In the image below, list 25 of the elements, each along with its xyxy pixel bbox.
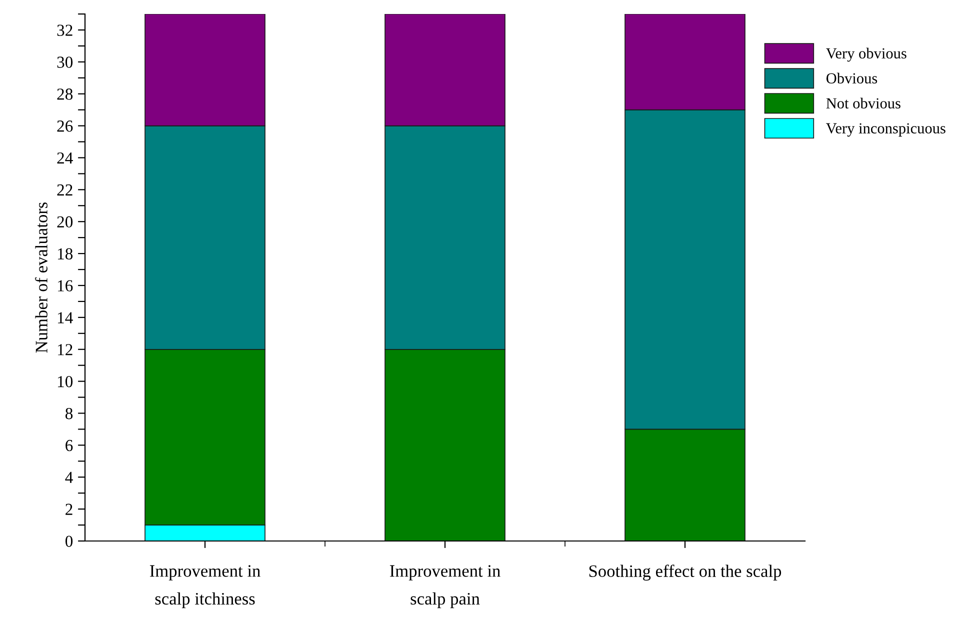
x-tick-label: Improvement in scalp itchiness bbox=[150, 565, 260, 608]
y-tick-label: 6 bbox=[66, 440, 73, 452]
y-tick-label: 20 bbox=[57, 216, 73, 228]
y-tick-label: 2 bbox=[66, 504, 72, 515]
y-tick-label: 30 bbox=[57, 56, 73, 68]
y-axis-title: Number of evaluators bbox=[35, 202, 48, 353]
y-tick-label: 26 bbox=[57, 120, 73, 132]
legend-label: Very obvious bbox=[826, 48, 906, 62]
x-tick-label: Soothing effect on the scalp bbox=[589, 564, 782, 581]
legend-label: Not obvious bbox=[826, 98, 900, 108]
y-tick-label: 32 bbox=[57, 24, 72, 36]
legend-label: Very inconspicuous bbox=[826, 123, 946, 137]
y-tick-label: 12 bbox=[58, 344, 72, 356]
y-tick-label: 22 bbox=[57, 184, 72, 196]
y-tick-label: 0 bbox=[65, 536, 73, 547]
y-tick-label: 28 bbox=[57, 88, 73, 100]
y-tick-label: 16 bbox=[58, 280, 73, 292]
y-tick-label: 4 bbox=[65, 472, 73, 483]
legend-label: Obvious bbox=[826, 72, 878, 84]
y-tick-label: 8 bbox=[65, 408, 73, 420]
y-tick-label: 24 bbox=[57, 152, 73, 164]
x-tick-label: Improvement in scalp pain bbox=[390, 565, 500, 608]
y-tick-label: 14 bbox=[58, 312, 73, 324]
y-tick-label: 18 bbox=[58, 248, 73, 260]
y-tick-label: 10 bbox=[58, 376, 73, 388]
